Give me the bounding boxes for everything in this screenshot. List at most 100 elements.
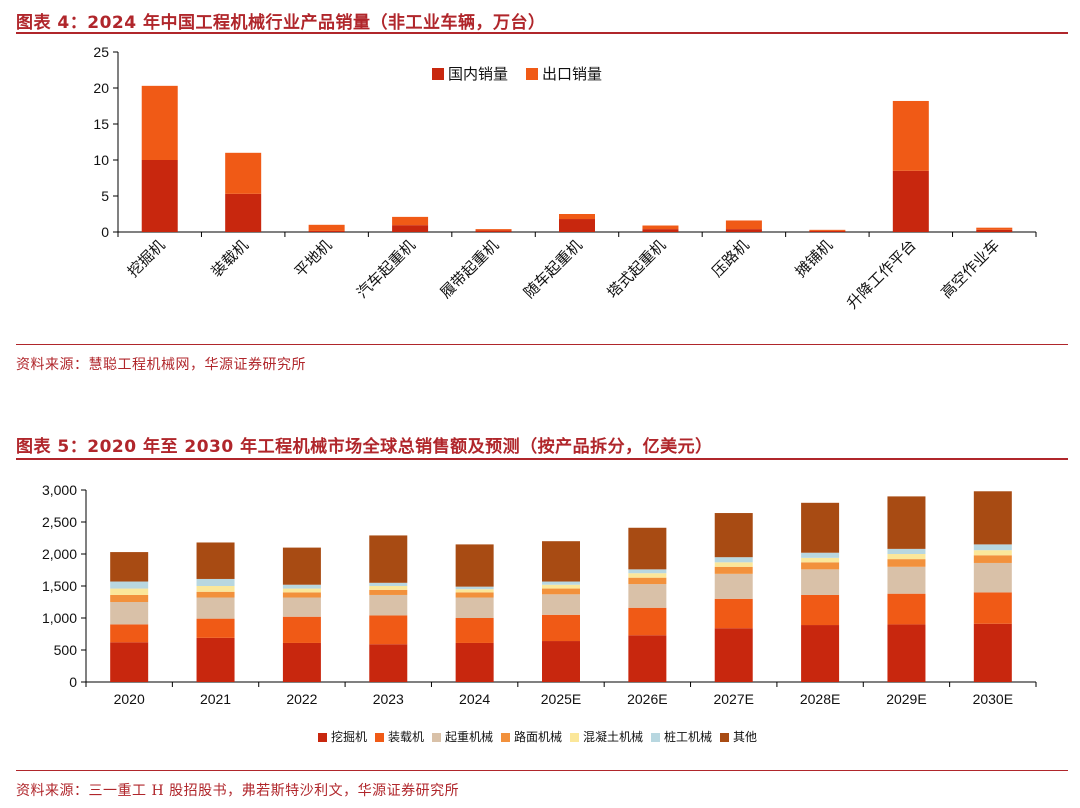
bar-挖掘机-2026E [628, 635, 667, 682]
bar-路面机械-2030E [973, 555, 1012, 563]
legend-swatch [432, 68, 444, 80]
bar-装载机-2020 [110, 624, 149, 643]
bar-路面机械-2026E [628, 577, 667, 585]
legend-label: 路面机械 [514, 729, 562, 744]
bar-装载机-2024 [455, 618, 494, 643]
bar-其他-2023 [369, 535, 408, 583]
legend-swatch [318, 733, 327, 742]
figure4-title-rule [16, 32, 1068, 34]
bar-桩工机械-2027E [714, 557, 753, 563]
x-tick-label: 2021 [200, 691, 231, 707]
legend-swatch [720, 733, 729, 742]
bar-装载机-2023 [369, 615, 408, 645]
y-tick-label: 3,000 [42, 482, 77, 498]
bar-桩工机械-2026E [628, 569, 667, 574]
legend-swatch [501, 733, 510, 742]
bar-出口销量-升降工作平台 [892, 100, 929, 171]
bar-出口销量-压路机 [725, 220, 762, 230]
bar-出口销量-随车起重机 [559, 214, 595, 220]
x-tick-label: 2020 [114, 691, 145, 707]
bar-国内销量-随车起重机 [559, 219, 595, 232]
bar-桩工机械-2021 [196, 578, 235, 586]
bar-起重机械-2030E [973, 562, 1012, 593]
bar-起重机械-2020 [110, 602, 149, 625]
bar-挖掘机-2022 [282, 642, 321, 682]
bar-挖掘机-2020 [110, 642, 149, 682]
bar-国内销量-摊铺机 [809, 230, 846, 232]
bar-起重机械-2029E [887, 566, 926, 594]
bar-混凝土机械-2024 [455, 589, 494, 593]
legend-label: 桩工机械 [664, 729, 712, 744]
bar-混凝土机械-2021 [196, 586, 235, 592]
figure4-title: 图表 4：2024 年中国工程机械行业产品销量（非工业车辆，万台） [16, 13, 546, 33]
bar-出口销量-高空作业车 [976, 227, 1013, 230]
bar-路面机械-2025E [542, 588, 580, 595]
bar-国内销量-压路机 [725, 229, 762, 232]
legend-label: 其他 [733, 730, 757, 744]
bar-路面机械-2029E [887, 559, 926, 567]
bar-桩工机械-2022 [282, 584, 321, 589]
bar-出口销量-汽车起重机 [392, 216, 429, 226]
legend-label: 国内销量 [448, 65, 508, 83]
bar-挖掘机-2025E [542, 641, 580, 682]
bar-其他-2030E [973, 491, 1012, 545]
legend-label: 混凝土机械 [583, 729, 643, 744]
bar-装载机-2022 [282, 616, 321, 643]
bar-桩工机械-2025E [542, 581, 580, 585]
bar-其他-2029E [887, 496, 926, 549]
figure5-title-rule [16, 458, 1068, 460]
bar-国内销量-平地机 [308, 230, 345, 232]
bar-起重机械-2025E [542, 594, 580, 615]
bar-起重机械-2021 [196, 597, 235, 619]
bar-路面机械-2024 [455, 592, 494, 598]
figure4-source-rule [16, 344, 1068, 345]
legend-label: 起重机械 [445, 729, 493, 744]
bar-混凝土机械-2023 [369, 586, 408, 590]
bar-起重机械-2023 [369, 594, 408, 616]
bar-桩工机械-2024 [455, 586, 494, 590]
bar-装载机-2029E [887, 593, 926, 625]
x-tick-label: 2030E [973, 691, 1013, 707]
legend-label: 出口销量 [542, 65, 602, 83]
y-tick-label: 10 [93, 152, 109, 168]
bar-起重机械-2027E [714, 573, 753, 599]
legend-swatch [432, 733, 441, 742]
bar-出口销量-摊铺机 [809, 229, 846, 231]
x-tick-label: 2026E [627, 691, 667, 707]
bar-起重机械-2028E [801, 569, 840, 595]
figure5-source: 资料来源：三一重工 H 股招股书，弗若斯特沙利文，华源证券研究所 [16, 783, 460, 799]
bar-桩工机械-2029E [887, 548, 926, 554]
bar-路面机械-2027E [714, 566, 753, 574]
bar-混凝土机械-2022 [282, 588, 321, 593]
y-tick-label: 500 [54, 642, 78, 658]
bar-桩工机械-2030E [973, 544, 1012, 551]
bar-其他-2024 [455, 544, 494, 587]
y-tick-label: 25 [93, 44, 109, 60]
legend-label: 挖掘机 [331, 729, 367, 744]
bar-其他-2020 [110, 552, 149, 582]
bar-路面机械-2020 [110, 594, 149, 602]
bar-装载机-2025E [542, 614, 580, 642]
figure5-source-rule [16, 770, 1068, 771]
bar-桩工机械-2028E [801, 552, 840, 558]
bar-起重机械-2022 [282, 597, 321, 617]
bar-混凝土机械-2030E [973, 550, 1012, 556]
bar-国内销量-挖掘机 [141, 160, 178, 232]
bar-装载机-2026E [628, 607, 667, 636]
bar-装载机-2021 [196, 618, 235, 638]
bar-国内销量-塔式起重机 [642, 229, 679, 232]
y-tick-label: 0 [101, 224, 109, 240]
bar-混凝土机械-2025E [542, 584, 580, 589]
bar-挖掘机-2029E [887, 624, 926, 682]
y-tick-label: 1,000 [42, 610, 77, 626]
x-tick-label: 2029E [886, 691, 926, 707]
figure4-source: 资料来源：慧聪工程机械网，华源证券研究所 [16, 357, 306, 373]
y-tick-label: 2,500 [42, 514, 77, 530]
bar-挖掘机-2024 [455, 642, 494, 682]
bar-其他-2025E [542, 541, 580, 582]
bar-国内销量-汽车起重机 [392, 225, 429, 232]
bar-挖掘机-2021 [196, 637, 235, 682]
legend-swatch [375, 733, 384, 742]
y-tick-label: 2,000 [42, 546, 77, 562]
figure5-title: 图表 5：2020 年至 2030 年工程机械市场全球总销售额及预测（按产品拆分… [16, 437, 713, 457]
